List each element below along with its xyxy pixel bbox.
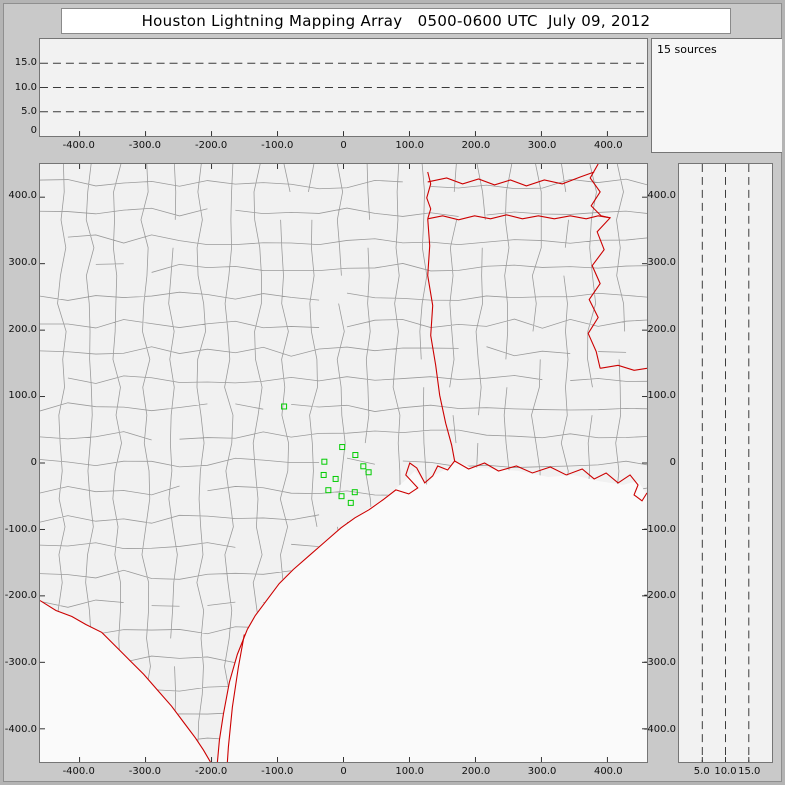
lightning-source-marker — [352, 452, 359, 459]
tick-marks — [40, 164, 647, 762]
tick-label: 0 — [30, 457, 37, 468]
lightning-source-marker — [281, 403, 288, 410]
tick-label: 200.0 — [461, 766, 491, 777]
lightning-source-marker — [332, 475, 339, 482]
tick-label: 5.0 — [693, 766, 710, 777]
tick-marks — [701, 757, 750, 762]
lightning-source-marker — [320, 471, 327, 478]
tick-label: -200.0 — [194, 140, 228, 151]
tick-label: 15.0 — [738, 766, 761, 777]
tick-label: 200.0 — [8, 323, 37, 335]
tick-label: 100.0 — [8, 390, 37, 402]
tick-label: 300.0 — [527, 140, 557, 151]
lightning-source-marker — [338, 493, 345, 500]
sources-count-label: 15 sources — [657, 43, 717, 56]
altitude-northsouth-plot — [701, 164, 750, 762]
tick-label: 300.0 — [527, 766, 557, 777]
tick-label: 400.0 — [8, 190, 37, 202]
tick-marks — [79, 131, 608, 136]
tick-label: 10.0 — [14, 81, 37, 93]
dashed-gridlines — [40, 62, 647, 113]
tick-label: -300.0 — [128, 140, 162, 151]
lightning-source-marker — [351, 489, 358, 496]
window-title: Houston Lightning Mapping Array 0500-060… — [141, 12, 651, 30]
altitude-eastwest-plot — [40, 62, 647, 136]
tick-label: 15.0 — [14, 56, 37, 68]
plan-view-map-panel — [39, 163, 648, 763]
tick-label: 100.0 — [395, 766, 424, 777]
tick-label: -400.0 — [62, 140, 95, 151]
lightning-source-marker — [325, 487, 332, 494]
tick-label: -300.0 — [4, 657, 37, 668]
tick-label: 300.0 — [8, 257, 37, 268]
tick-label: -100.0 — [4, 523, 37, 535]
tick-label: 0 — [30, 125, 37, 136]
plan-view-map — [40, 164, 647, 762]
tick-label: 100.0 — [395, 140, 424, 151]
tick-label: -100.0 — [261, 140, 294, 151]
state-borders-and-coastline — [40, 164, 647, 762]
title-bar: Houston Lightning Mapping Array 0500-060… — [61, 8, 731, 34]
tick-label: -300.0 — [128, 766, 162, 777]
tick-label: 5.0 — [21, 106, 37, 118]
altitude-northsouth-panel — [678, 163, 773, 763]
lightning-source-marker — [339, 444, 346, 451]
land-area — [40, 164, 647, 762]
altitude-eastwest-panel — [39, 38, 648, 137]
lightning-source-marker — [347, 499, 354, 506]
sources-count-box: 15 sources — [651, 38, 782, 153]
tick-label: 0 — [340, 140, 347, 151]
tick-label: 0 — [340, 766, 347, 777]
tick-label: -100.0 — [261, 766, 294, 777]
dashed-gridlines — [701, 164, 750, 762]
tick-label: -400.0 — [62, 766, 95, 777]
tick-label: 10.0 — [714, 766, 737, 777]
tick-label: -200.0 — [4, 590, 37, 602]
tick-label: 200.0 — [461, 140, 491, 151]
tick-label: -400.0 — [4, 723, 37, 735]
tick-label: 400.0 — [593, 140, 623, 151]
tick-label: -200.0 — [194, 766, 228, 777]
lightning-source-marker — [365, 469, 372, 476]
lightning-source-marker — [321, 458, 328, 465]
tick-label: 400.0 — [593, 766, 623, 777]
lightning-source-marker — [360, 463, 367, 470]
lightning-source-markers — [281, 403, 372, 506]
